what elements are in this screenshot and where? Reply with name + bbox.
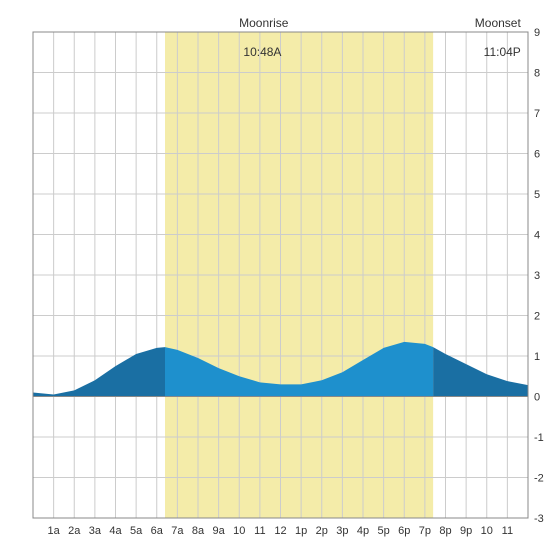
y-tick-label: 6 [534,149,540,161]
moonrise-time: 10:48A [243,45,281,59]
x-tick-label: 12 [274,525,286,537]
x-tick-label: 5p [378,525,390,537]
x-tick-label: 4a [109,525,122,537]
chart-canvas: -3-2-101234567891a2a3a4a5a6a7a8a9a101112… [0,0,550,550]
x-tick-label: 2a [68,525,81,537]
y-tick-label: 9 [534,27,540,39]
x-tick-label: 3p [336,525,348,537]
x-tick-label: 9a [213,525,226,537]
y-tick-label: 2 [534,311,540,323]
x-tick-label: 9p [460,525,472,537]
x-tick-label: 6p [398,525,410,537]
y-tick-label: 5 [534,189,540,201]
x-tick-label: 11 [254,525,265,537]
x-tick-label: 7p [419,525,431,537]
x-tick-label: 5a [130,525,143,537]
x-tick-label: 10 [481,525,493,537]
tide-chart: Moonrise 10:48A Moonset 11:04P -3-2-1012… [0,0,550,550]
x-tick-label: 3a [89,525,102,537]
moonrise-title: Moonrise [239,16,288,30]
y-tick-label: 8 [534,68,540,80]
x-tick-label: 8a [192,525,205,537]
x-tick-label: 6a [151,525,164,537]
x-tick-label: 7a [171,525,184,537]
x-tick-label: 4p [357,525,369,537]
y-tick-label: -2 [534,473,544,485]
x-tick-label: 10 [233,525,245,537]
y-tick-label: 7 [534,108,540,120]
moonset-time: 11:04P [484,45,521,59]
y-tick-label: -1 [534,432,544,444]
y-tick-label: 3 [534,270,540,282]
moonset-label: Moonset 11:04P [461,2,521,74]
moonset-title: Moonset [475,16,521,30]
x-tick-label: 2p [316,525,328,537]
y-tick-label: 0 [534,392,540,404]
x-tick-label: 1p [295,525,307,537]
y-tick-label: 4 [534,230,540,242]
y-tick-label: 1 [534,351,540,363]
y-tick-label: -3 [534,513,544,525]
x-tick-label: 1a [48,525,61,537]
x-tick-label: 8p [439,525,451,537]
x-tick-label: 11 [502,525,513,537]
moonrise-label: Moonrise 10:48A [226,2,286,74]
